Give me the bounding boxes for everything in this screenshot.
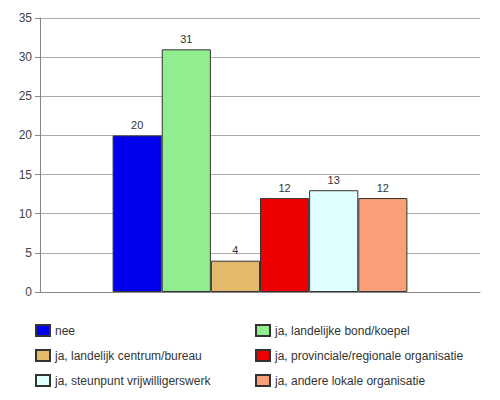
svg-text:0: 0	[25, 285, 32, 299]
svg-text:ja, provinciale/regionale orga: ja, provinciale/regionale organisatie	[274, 349, 463, 363]
svg-text:20: 20	[131, 119, 143, 131]
svg-text:25: 25	[19, 89, 33, 103]
svg-text:5: 5	[25, 246, 32, 260]
svg-text:12: 12	[377, 182, 389, 194]
svg-text:12: 12	[278, 182, 290, 194]
svg-text:10: 10	[19, 207, 33, 221]
svg-text:ja, andere lokale organisatie: ja, andere lokale organisatie	[274, 374, 425, 388]
svg-text:35: 35	[19, 11, 33, 25]
svg-text:ja, steunpunt vrijwilligerswer: ja, steunpunt vrijwilligerswerk	[54, 374, 211, 388]
svg-text:13: 13	[328, 174, 340, 186]
svg-text:4: 4	[232, 244, 238, 256]
svg-text:20: 20	[19, 128, 33, 142]
svg-text:15: 15	[19, 168, 33, 182]
svg-text:ja, landelijke bond/koepel: ja, landelijke bond/koepel	[274, 324, 410, 338]
svg-text:31: 31	[180, 33, 192, 45]
svg-text:nee: nee	[55, 324, 75, 338]
svg-text:ja, landelijk centrum/bureau: ja, landelijk centrum/bureau	[54, 349, 202, 363]
svg-text:30: 30	[19, 50, 33, 64]
